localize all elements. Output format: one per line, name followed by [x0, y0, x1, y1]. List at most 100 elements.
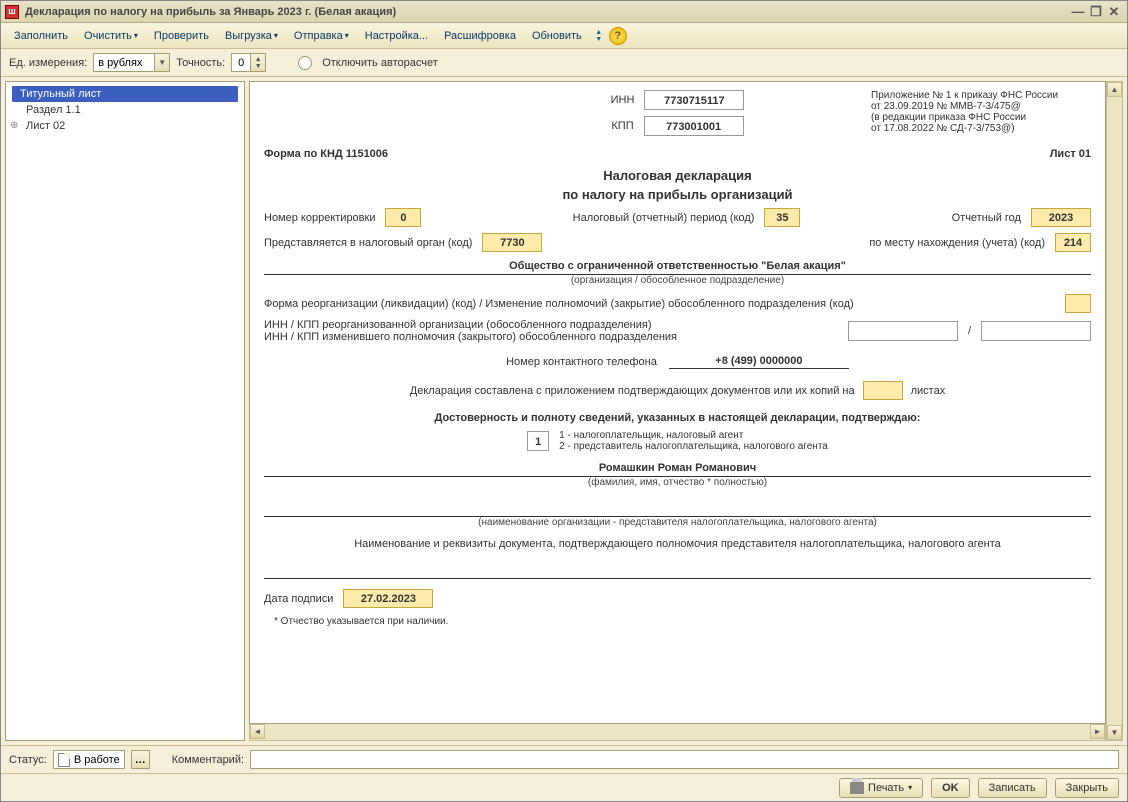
section-tree[interactable]: Титульный лист Раздел 1.1 Лист 02: [5, 81, 245, 741]
app-icon: ш: [5, 5, 19, 19]
phone-label: Номер контактного телефона: [506, 356, 657, 368]
send-button[interactable]: Отправка: [287, 26, 356, 46]
fio-sub: (фамилия, имя, отчество * полностью): [264, 477, 1091, 488]
document-icon: [58, 753, 70, 767]
kpp-field[interactable]: 773001001: [644, 116, 744, 136]
slash: /: [968, 325, 971, 337]
corr-label: Номер корректировки: [264, 212, 375, 224]
save-button[interactable]: Записать: [978, 778, 1047, 798]
status-bar: Статус: В работе … Комментарий:: [1, 745, 1127, 773]
ok-button[interactable]: OK: [931, 778, 970, 798]
bottom-bar: Печать ▾ OK Записать Закрыть: [1, 773, 1127, 801]
precision-spin[interactable]: ▲▼: [231, 53, 266, 72]
status-field[interactable]: В работе: [53, 750, 125, 769]
main-area: Титульный лист Раздел 1.1 Лист 02 ИНН 77…: [1, 77, 1127, 745]
reorg-inn2: ИНН / КПП изменившего полномочия (закрыт…: [264, 331, 838, 343]
comment-label: Комментарий:: [172, 754, 244, 766]
settings-button[interactable]: Настройка...: [358, 26, 435, 46]
autocalc-checkbox[interactable]: [298, 56, 312, 70]
doc-attach-label: Декларация составлена с приложением подт…: [410, 385, 855, 397]
window-title: Декларация по налогу на прибыль за Январ…: [25, 6, 396, 18]
print-button[interactable]: Печать ▾: [839, 778, 923, 798]
scroll-up-icon[interactable]: ▲: [1107, 82, 1122, 97]
export-button[interactable]: Выгрузка: [218, 26, 285, 46]
period-label: Налоговый (отчетный) период (код): [573, 212, 755, 224]
order-note: Приложение № 1 к приказу ФНС России от 2…: [871, 90, 1091, 134]
organ-label: Представляется в налоговый орган (код): [264, 237, 472, 249]
params-bar: Ед. измерения: ▼ Точность: ▲▼ Отключить …: [1, 49, 1127, 77]
place-field[interactable]: 214: [1055, 233, 1091, 252]
unit-input[interactable]: [94, 54, 154, 71]
reorg-inn1: ИНН / КПП реорганизованной организации (…: [264, 319, 838, 331]
precision-spinner-icon[interactable]: ▲▼: [250, 54, 265, 71]
confirm-code-field[interactable]: 1: [527, 431, 549, 451]
doc-auth-label: Наименование и реквизиты документа, подт…: [264, 538, 1091, 550]
unit-label: Ед. измерения:: [9, 57, 87, 69]
scroll-right-icon[interactable]: ►: [1090, 724, 1105, 739]
close-form-button[interactable]: Закрыть: [1055, 778, 1119, 798]
precision-input[interactable]: [232, 54, 250, 71]
org-name: Общество с ограниченной ответственностью…: [264, 260, 1091, 275]
minimize-button[interactable]: —: [1069, 4, 1087, 20]
sign-date-label: Дата подписи: [264, 593, 333, 605]
inn-label: ИНН: [611, 94, 635, 106]
status-label: Статус:: [9, 754, 47, 766]
footnote: * Отчество указывается при наличии.: [264, 616, 1091, 627]
doc-attach-after: листах: [911, 385, 946, 397]
form-pane: ИНН 7730715117 КПП 773001001 Приложение …: [249, 81, 1123, 741]
h-scrollbar[interactable]: ◄ ►: [249, 724, 1106, 741]
unit-combo[interactable]: ▼: [93, 53, 170, 72]
form-knd: Форма по КНД 1151006: [264, 148, 388, 160]
maximize-button[interactable]: ❐: [1087, 4, 1105, 20]
org-sub: (организация / обособленное подразделени…: [264, 275, 1091, 286]
close-button[interactable]: ✕: [1105, 4, 1123, 20]
year-field[interactable]: 2023: [1031, 208, 1091, 227]
autocalc-label: Отключить авторасчет: [322, 57, 438, 69]
doc-title-1: Налоговая декларация: [264, 168, 1091, 183]
reorg-code-field[interactable]: [1065, 294, 1091, 313]
reorg-label: Форма реорганизации (ликвидации) (код) /…: [264, 298, 1055, 310]
sheet-label: Лист 01: [1050, 148, 1091, 160]
year-label: Отчетный год: [952, 212, 1021, 224]
rep-sub: (наименование организации - представител…: [264, 517, 1091, 528]
reorg-inn-field[interactable]: [848, 321, 958, 341]
fio-field[interactable]: Ромашкин Роман Романович: [264, 462, 1091, 477]
confirm-title: Достоверность и полноту сведений, указан…: [264, 412, 1091, 424]
v-scrollbar[interactable]: ▲ ▼: [1106, 81, 1123, 741]
expand-collapse-button[interactable]: ▲▼: [591, 27, 607, 45]
phone-field[interactable]: +8 (499) 0000000: [669, 355, 849, 369]
status-value: В работе: [74, 754, 120, 766]
form-view: ИНН 7730715117 КПП 773001001 Приложение …: [249, 81, 1106, 724]
kpp-label: КПП: [611, 120, 633, 132]
corr-field[interactable]: 0: [385, 208, 421, 227]
tax-declaration-window: ш Декларация по налогу на прибыль за Янв…: [0, 0, 1128, 802]
refresh-button[interactable]: Обновить: [525, 26, 589, 46]
unit-dropdown-icon[interactable]: ▼: [154, 54, 169, 71]
scroll-down-icon[interactable]: ▼: [1107, 725, 1122, 740]
printer-icon: [850, 782, 864, 794]
confirm-opt1: 1 - налогоплательщик, налоговый агент: [559, 430, 828, 441]
tree-item-section-1-1[interactable]: Раздел 1.1: [8, 102, 242, 118]
tree-item-sheet-02[interactable]: Лист 02: [8, 118, 242, 134]
precision-label: Точность:: [176, 57, 225, 69]
period-field[interactable]: 35: [764, 208, 800, 227]
place-label: по месту нахождения (учета) (код): [869, 237, 1045, 249]
reorg-kpp-field[interactable]: [981, 321, 1091, 341]
confirm-opt2: 2 - представитель налогоплательщика, нал…: [559, 441, 828, 452]
help-button[interactable]: ?: [609, 27, 627, 45]
doc-attach-field[interactable]: [863, 381, 903, 400]
comment-input[interactable]: [250, 750, 1119, 769]
fill-button[interactable]: Заполнить: [7, 26, 75, 46]
status-more-button[interactable]: …: [131, 750, 150, 769]
scroll-left-icon[interactable]: ◄: [250, 724, 265, 739]
inn-field[interactable]: 7730715117: [644, 90, 744, 110]
organ-field[interactable]: 7730: [482, 233, 542, 252]
clear-button[interactable]: Очистить: [77, 26, 145, 46]
check-button[interactable]: Проверить: [147, 26, 216, 46]
sign-date-field[interactable]: 27.02.2023: [343, 589, 433, 608]
doc-title-2: по налогу на прибыль организаций: [264, 187, 1091, 202]
decode-button[interactable]: Расшифровка: [437, 26, 523, 46]
tree-item-title-page[interactable]: Титульный лист: [12, 86, 238, 102]
main-toolbar: Заполнить Очистить Проверить Выгрузка От…: [1, 23, 1127, 49]
titlebar: ш Декларация по налогу на прибыль за Янв…: [1, 1, 1127, 23]
